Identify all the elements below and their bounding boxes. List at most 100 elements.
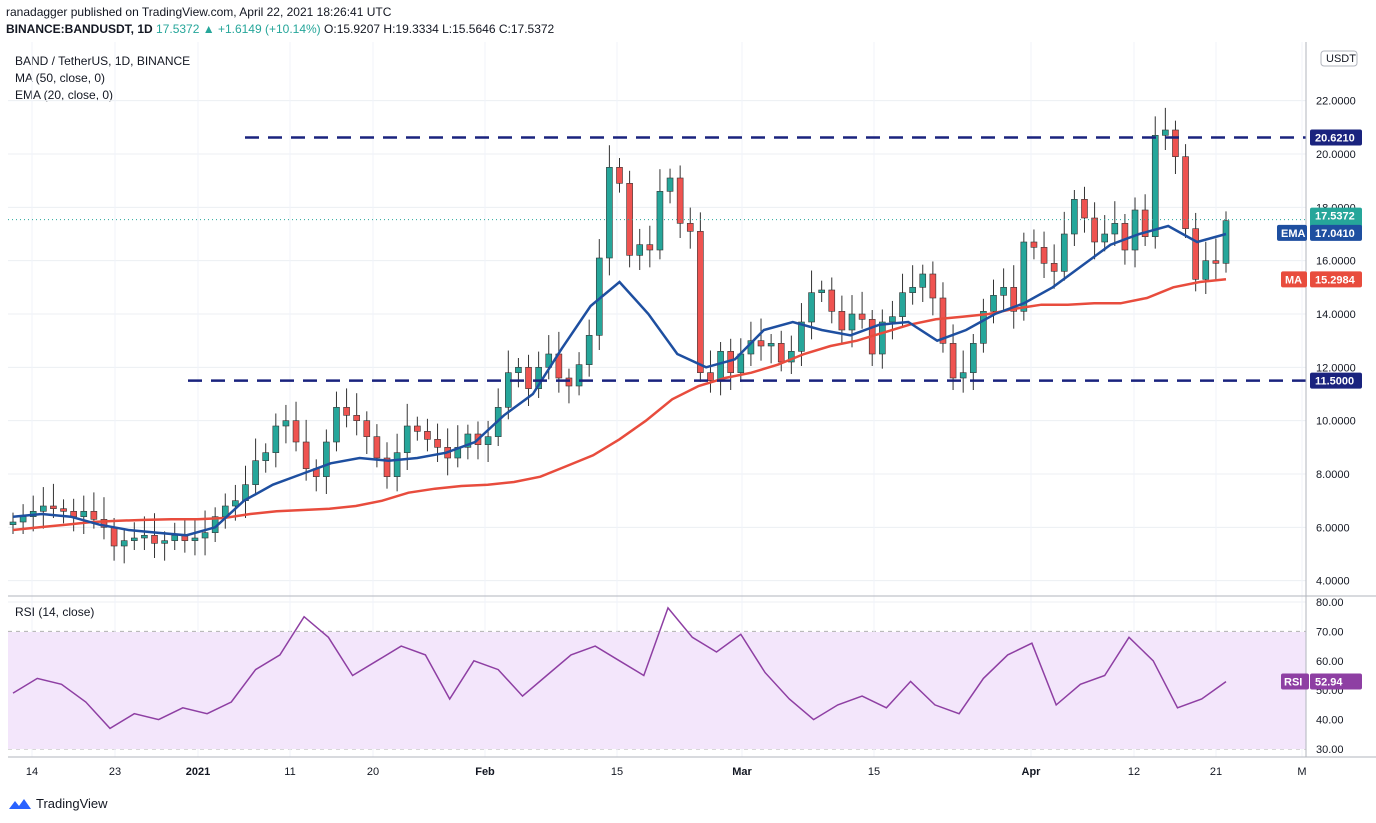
candle-body xyxy=(939,297,947,344)
candle-body xyxy=(414,425,421,432)
candle-body xyxy=(1182,156,1189,229)
candle-body xyxy=(828,289,836,312)
candle-body xyxy=(40,505,47,512)
x-tick-label: 14 xyxy=(26,766,38,778)
rsi-value-tag-bg xyxy=(1310,673,1362,690)
candle-body xyxy=(484,436,492,445)
ema-label-tag: EMA xyxy=(1281,228,1306,240)
candle-body xyxy=(100,519,108,528)
candle-body xyxy=(717,351,724,381)
ema-value-tag-bg xyxy=(1310,224,1362,241)
candle-body xyxy=(575,364,583,387)
x-tick-label: 2021 xyxy=(186,766,210,778)
candle-body xyxy=(515,367,522,373)
ma-label-tag: MA xyxy=(1285,274,1302,286)
candle-body xyxy=(161,540,168,544)
candle-body xyxy=(1000,287,1007,296)
ma-value-tag-bg xyxy=(1310,271,1362,288)
candle-body xyxy=(899,292,906,317)
candle-body xyxy=(353,415,360,421)
candle-body xyxy=(131,537,138,541)
rsi-value-tag: 52.94 xyxy=(1315,677,1343,689)
x-tick-label: Mar xyxy=(732,766,752,778)
candle-body xyxy=(990,295,997,312)
candle-body xyxy=(767,343,775,347)
candle-body xyxy=(292,420,300,443)
rsi-legend[interactable]: RSI (14, close) xyxy=(15,605,95,619)
tradingview-logo[interactable]: TradingView xyxy=(8,796,108,811)
candle-body xyxy=(19,516,27,523)
rsi-tick-label: 30.00 xyxy=(1316,744,1344,756)
resistance-tag: 20.6210 xyxy=(1315,132,1355,144)
candle-body xyxy=(323,441,330,477)
rsi-tick-label: 60.00 xyxy=(1316,656,1344,668)
candle-body xyxy=(1101,233,1108,243)
candle-body xyxy=(1050,263,1058,272)
candle-body xyxy=(959,372,967,379)
candle-body xyxy=(585,335,593,365)
ema-legend[interactable]: EMA (20, close, 0) xyxy=(15,88,114,102)
candle-body xyxy=(798,321,805,352)
candle-body xyxy=(1081,199,1088,219)
x-tick-label: 12 xyxy=(1128,766,1140,778)
candle-body xyxy=(383,457,391,477)
y-tick-label: 16.0000 xyxy=(1316,256,1356,268)
price-change: 17.5372 ▲ +1.6149 (+10.14%) xyxy=(156,22,321,36)
candle-body xyxy=(1212,260,1220,264)
x-tick-label: M xyxy=(1297,766,1306,778)
candle-body xyxy=(1222,220,1230,264)
candle-body xyxy=(262,452,270,461)
candle-body xyxy=(757,340,765,347)
candle-body xyxy=(1040,247,1048,264)
candle-body xyxy=(626,183,633,256)
candle-body xyxy=(879,321,886,355)
y-tick-label: 10.0000 xyxy=(1316,416,1356,428)
candle-body xyxy=(252,460,259,485)
candle-body xyxy=(424,431,431,440)
candle-body xyxy=(1162,129,1169,136)
x-tick-label: 23 xyxy=(109,766,121,778)
support-tag: 11.5000 xyxy=(1315,376,1354,388)
candle-body xyxy=(697,231,704,373)
candle-body xyxy=(1071,199,1078,235)
x-tick-label: 15 xyxy=(868,766,880,778)
candle-body xyxy=(464,433,472,448)
ma-legend[interactable]: MA (50, close, 0) xyxy=(15,71,106,85)
candle-body xyxy=(80,511,88,517)
y-tick-label: 12.0000 xyxy=(1316,362,1356,374)
candle-body xyxy=(848,313,856,331)
y-tick-label: 20.0000 xyxy=(1316,149,1356,161)
y-tick-label: 14.0000 xyxy=(1316,309,1356,321)
candle-body xyxy=(980,311,987,344)
ma-line xyxy=(12,278,1227,532)
chart-legend-title[interactable]: BAND / TetherUS, 1D, BINANCE xyxy=(15,54,191,68)
candle-body xyxy=(1121,223,1129,251)
y-tick-label: 22.0000 xyxy=(1316,96,1356,108)
candle-body xyxy=(141,535,148,539)
candle-body xyxy=(676,177,684,224)
candle-body xyxy=(191,537,199,541)
x-tick-label: 11 xyxy=(284,766,295,778)
x-tick-label: 15 xyxy=(611,766,623,778)
x-tick-label: Feb xyxy=(475,766,495,778)
candle-body xyxy=(110,527,118,547)
ema-label-bg xyxy=(1277,224,1307,241)
candle-body xyxy=(818,289,825,293)
x-tick-label: 21 xyxy=(1210,766,1222,778)
symbol-info-line: BINANCE:BANDUSDT, 1D 17.5372 ▲ +1.6149 (… xyxy=(6,22,554,36)
rsi-tick-label: 40.00 xyxy=(1316,715,1344,727)
candle-body xyxy=(949,343,957,379)
candle-body xyxy=(50,505,57,509)
candle-body xyxy=(1141,209,1149,237)
x-tick-label: Apr xyxy=(1022,766,1042,778)
candle-body xyxy=(393,452,401,477)
y-tick-label: 6.0000 xyxy=(1316,522,1350,534)
candle-body xyxy=(9,521,17,525)
rsi-tick-label: 80.00 xyxy=(1316,597,1344,609)
axes: 4.0000 6.0000 8.0000 10.0000 12.0000 14.0000 1… xyxy=(8,42,1376,778)
candle-body xyxy=(909,287,916,293)
candle-body xyxy=(636,244,644,256)
ma-value-tag: 15.2984 xyxy=(1315,274,1356,286)
candle-body xyxy=(707,372,714,381)
